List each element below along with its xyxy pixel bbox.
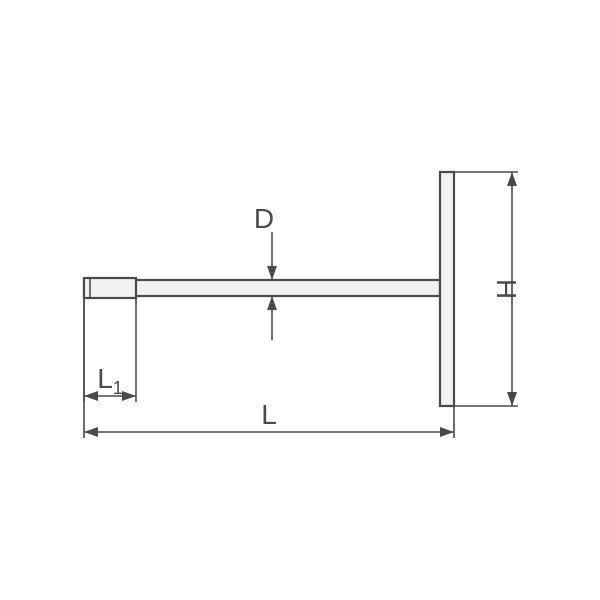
shaft [84, 280, 440, 296]
t-handle [440, 172, 454, 406]
label-d: D [254, 203, 274, 234]
label-h: H [491, 279, 522, 299]
label-l: L [261, 399, 277, 430]
label-l1: L1 [97, 363, 123, 398]
hex-tip [84, 278, 136, 298]
